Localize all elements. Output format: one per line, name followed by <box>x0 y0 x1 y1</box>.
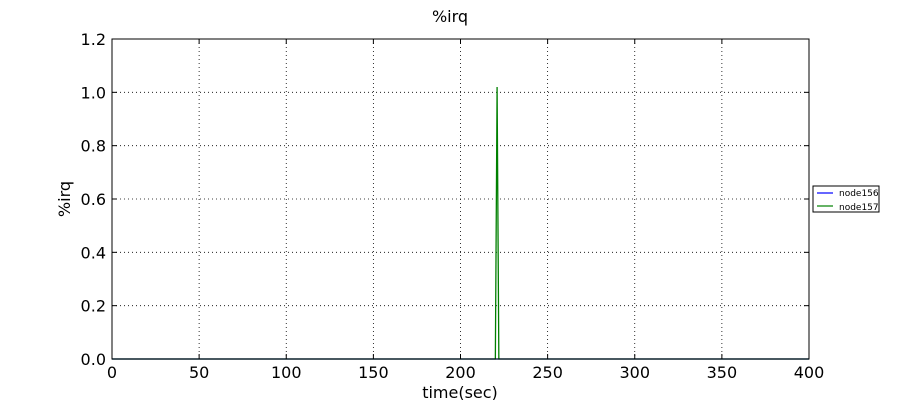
x-tick-label: 50 <box>189 363 209 382</box>
x-tick-label: 350 <box>707 363 738 382</box>
x-tick-label: 300 <box>619 363 650 382</box>
y-tick-label: 0.4 <box>81 243 106 262</box>
chart-title: %irq <box>432 7 468 26</box>
x-axis-title: time(sec) <box>422 383 498 400</box>
x-tick-label: 100 <box>271 363 302 382</box>
y-axis-title: %irq <box>55 181 74 217</box>
y-tick-labels: 0.0 0.2 0.4 0.6 0.8 1.0 1.2 <box>81 30 106 369</box>
x-tick-label: 250 <box>532 363 563 382</box>
x-tick-labels: 0 50 100 150 200 250 300 350 400 <box>107 363 824 382</box>
x-tick-label: 0 <box>107 363 117 382</box>
x-tick-label: 400 <box>794 363 825 382</box>
y-tick-label: 0.2 <box>81 297 106 316</box>
x-tick-label: 150 <box>358 363 389 382</box>
y-tick-label: 1.2 <box>81 30 106 49</box>
y-tick-label: 1.0 <box>81 83 106 102</box>
legend: node156 node157 <box>812 185 880 213</box>
legend-label-node157: node157 <box>839 203 879 213</box>
y-tick-label: 0.0 <box>81 350 106 369</box>
legend-frame <box>812 185 880 213</box>
legend-label-node156: node156 <box>839 189 879 199</box>
grid-lines <box>112 39 809 359</box>
x-tick-label: 200 <box>445 363 476 382</box>
axis-ticks <box>111 38 810 360</box>
y-tick-label: 0.6 <box>81 190 106 209</box>
y-tick-label: 0.8 <box>81 137 106 156</box>
